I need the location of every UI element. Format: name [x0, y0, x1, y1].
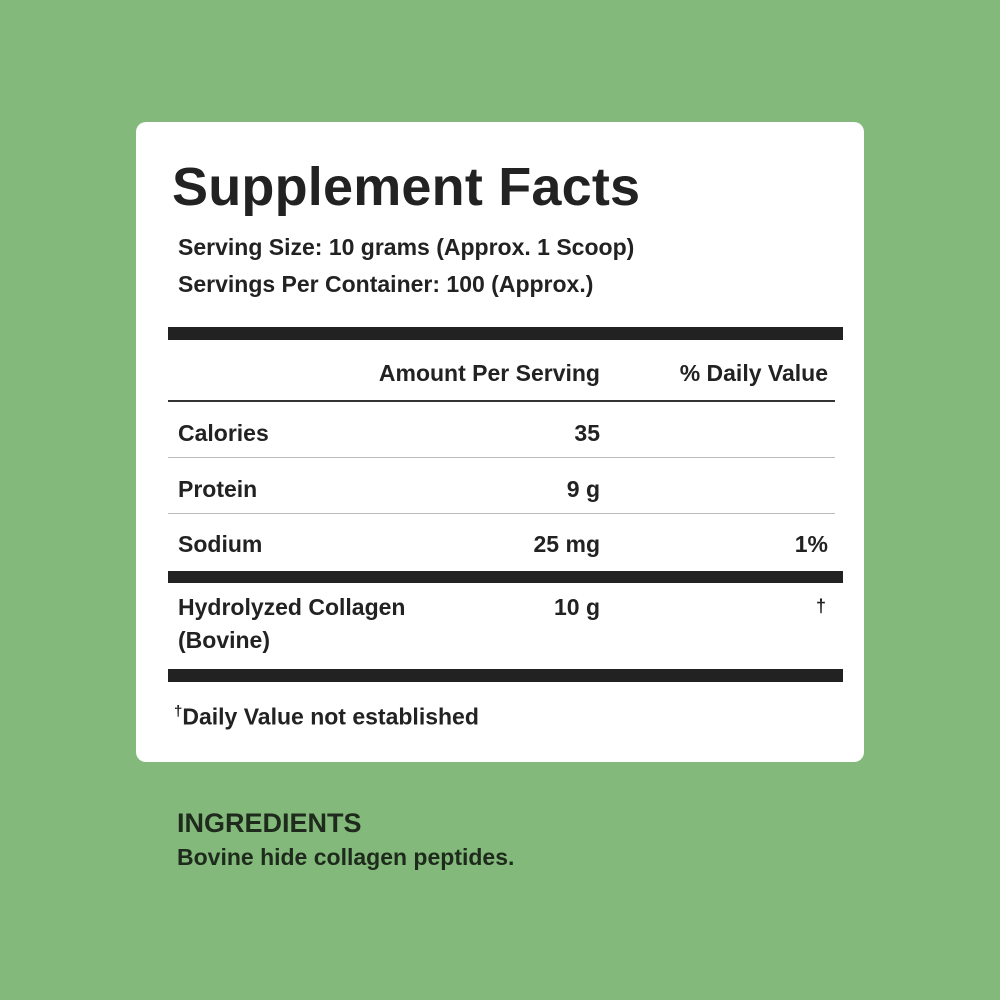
row-sodium-dv: 1% — [794, 531, 828, 557]
label-title: Supplement Facts — [172, 157, 641, 217]
dagger-mark: † — [174, 703, 183, 720]
ingredients-text: Bovine hide collagen peptides. — [177, 844, 515, 870]
thick-divider — [168, 669, 843, 682]
row-sodium-amount: 25 mg — [533, 531, 600, 557]
header-daily-value: % Daily Value — [679, 360, 828, 386]
row-collagen-dv: † — [815, 596, 826, 616]
thick-divider — [168, 327, 843, 340]
row-protein-name: Protein — [178, 476, 258, 502]
header-amount: Amount Per Serving — [378, 360, 600, 386]
header-divider — [168, 400, 835, 402]
serving-size: Serving Size: 10 grams (Approx. 1 Scoop) — [178, 234, 635, 260]
row-calories-name: Calories — [178, 420, 269, 446]
footnote: †Daily Value not established — [174, 703, 479, 731]
row-calories-amount: 35 — [574, 420, 600, 446]
servings-per-container: Servings Per Container: 100 (Approx.) — [178, 271, 594, 297]
row-collagen-name-1: Hydrolyzed Collagen — [178, 594, 406, 620]
footnote-text: Daily Value not established — [182, 703, 479, 730]
row-collagen-amount: 10 g — [553, 594, 600, 620]
row-protein-amount: 9 g — [566, 476, 600, 502]
row-divider — [168, 457, 835, 458]
row-collagen-name-2: (Bovine) — [178, 627, 270, 653]
supplement-facts-card: Supplement Facts Serving Size: 10 grams … — [136, 122, 864, 762]
row-divider — [168, 513, 835, 514]
row-sodium-name: Sodium — [178, 531, 263, 557]
thick-divider — [168, 571, 843, 583]
ingredients-heading: INGREDIENTS — [177, 808, 362, 838]
